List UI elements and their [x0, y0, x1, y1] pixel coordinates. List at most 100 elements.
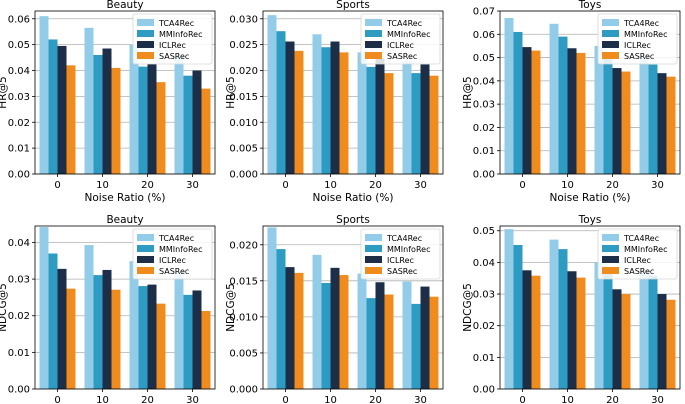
y-tick-label: 0.00	[473, 170, 495, 181]
legend-swatch	[365, 30, 382, 37]
y-tick-label: 0.03	[8, 275, 30, 286]
x-tick-label: 0	[519, 180, 525, 191]
plot-frame	[34, 10, 216, 175]
bar-iclrec	[567, 48, 577, 174]
bar-tca4rec	[39, 227, 49, 389]
x-tick-label: 0	[282, 395, 288, 404]
bar-iclrec	[102, 48, 112, 175]
x-tick-label: 0	[519, 395, 525, 404]
x-tick-label: 30	[414, 395, 427, 404]
legend-swatch	[365, 19, 382, 26]
legend-box	[132, 13, 213, 65]
bar-mminforec	[93, 54, 103, 174]
chart-panel: 0.00 0.01 0.02 0.03 0.04 0.05 0.06 0 10 20 30 Beaut…	[0, 0, 216, 204]
bar-iclrec	[612, 289, 622, 389]
legend-label: MMInfoRec	[387, 30, 430, 39]
bar-mminforec	[276, 31, 286, 174]
y-tick-label: 0.02	[473, 321, 495, 332]
bar-mminforec	[513, 244, 523, 389]
legend-swatch	[602, 19, 619, 26]
y-tick-label: 0.05	[8, 40, 30, 51]
legend-label: TCA4Rec	[158, 234, 194, 243]
legend-label: SASRec	[624, 52, 654, 61]
bar-sasrec	[66, 288, 76, 389]
bar-iclrec	[420, 64, 430, 174]
x-tick-label: 10	[96, 395, 109, 404]
y-tick-label: 0.01	[8, 348, 30, 359]
bar-iclrec	[285, 41, 295, 175]
y-axis-label: NDCG@5	[462, 283, 474, 332]
legend-swatch	[602, 30, 619, 37]
bar-sasrec	[156, 82, 166, 174]
y-tick-label: 0.015	[229, 92, 258, 103]
y-tick-label: 0.000	[229, 170, 258, 181]
x-tick-label: 0	[54, 395, 60, 404]
bar-tca4rec	[504, 229, 514, 389]
legend-swatch	[365, 245, 382, 252]
bar-tca4rec	[402, 281, 412, 389]
bar-sasrec	[156, 303, 166, 389]
y-tick-label: 0.07	[473, 7, 495, 18]
y-tick-label: 0.01	[473, 353, 495, 364]
bar-sasrec	[201, 310, 211, 389]
chart-panel: 0.000.010.020.030.040.050102030ToysNoise…	[462, 214, 681, 404]
bar-iclrec	[102, 269, 112, 389]
legend-label: MMInfoRec	[624, 30, 667, 39]
legend-label: TCA4Rec	[623, 19, 659, 28]
bar-sasrec	[201, 88, 211, 174]
bar-mminforec	[366, 298, 376, 389]
y-tick-label: 0.05	[473, 226, 495, 237]
y-tick-label: 0.005	[229, 144, 258, 155]
y-tick-label: 0.01	[473, 146, 495, 157]
bar-iclrec	[657, 294, 667, 389]
x-tick-label: 30	[414, 180, 427, 191]
legend-swatch	[365, 52, 382, 59]
y-axis-label: NDCG@5	[0, 283, 9, 332]
y-tick-label: 0.06	[8, 14, 30, 25]
legend-label: SASRec	[159, 52, 189, 61]
legend-swatch	[137, 19, 154, 26]
bar-iclrec	[57, 45, 67, 174]
legend-swatch	[365, 256, 382, 263]
y-tick-label: 0.03	[473, 100, 495, 111]
bar-mminforec	[648, 275, 658, 389]
x-tick-label: 10	[561, 180, 574, 191]
bar-mminforec	[138, 286, 148, 389]
bar-iclrec	[567, 271, 577, 389]
y-tick-label: 0.030	[229, 14, 258, 25]
bar-sasrec	[111, 289, 121, 389]
legend-swatch	[365, 41, 382, 48]
bar-sasrec	[339, 52, 349, 175]
legend-box	[597, 228, 678, 280]
plot-frame	[34, 225, 216, 390]
legend-swatch	[137, 234, 154, 241]
legend-swatch	[602, 245, 619, 252]
bar-sasrec	[666, 299, 676, 389]
plot-frame	[262, 225, 444, 390]
legend-swatch	[137, 30, 154, 37]
y-axis-label: HR@5	[0, 76, 9, 108]
bar-sasrec	[621, 71, 631, 174]
bar-mminforec	[321, 47, 331, 174]
legend-label: TCA4Rec	[623, 234, 659, 243]
legend-label: MMInfoRec	[159, 245, 202, 254]
bar-mminforec	[138, 66, 148, 174]
x-tick-label: 20	[369, 180, 382, 191]
y-tick-label: 0.010	[229, 118, 258, 129]
legend-label: TCA4Rec	[158, 19, 194, 28]
bar-tca4rec	[639, 270, 649, 389]
bar-sasrec	[111, 67, 121, 174]
x-tick-label: 0	[54, 180, 60, 191]
legend-swatch	[602, 52, 619, 59]
legend-swatch	[137, 256, 154, 263]
chart-title: Beauty	[106, 0, 143, 11]
bar-mminforec	[321, 282, 331, 389]
bar-iclrec	[522, 270, 532, 389]
legend-label: SASRec	[159, 267, 189, 276]
y-tick-label: 0.02	[473, 123, 495, 134]
bar-tca4rec	[639, 57, 649, 175]
chart-title: Toys	[578, 214, 602, 226]
bar-sasrec	[621, 294, 631, 389]
bar-tca4rec	[504, 17, 514, 174]
bar-iclrec	[147, 284, 157, 389]
